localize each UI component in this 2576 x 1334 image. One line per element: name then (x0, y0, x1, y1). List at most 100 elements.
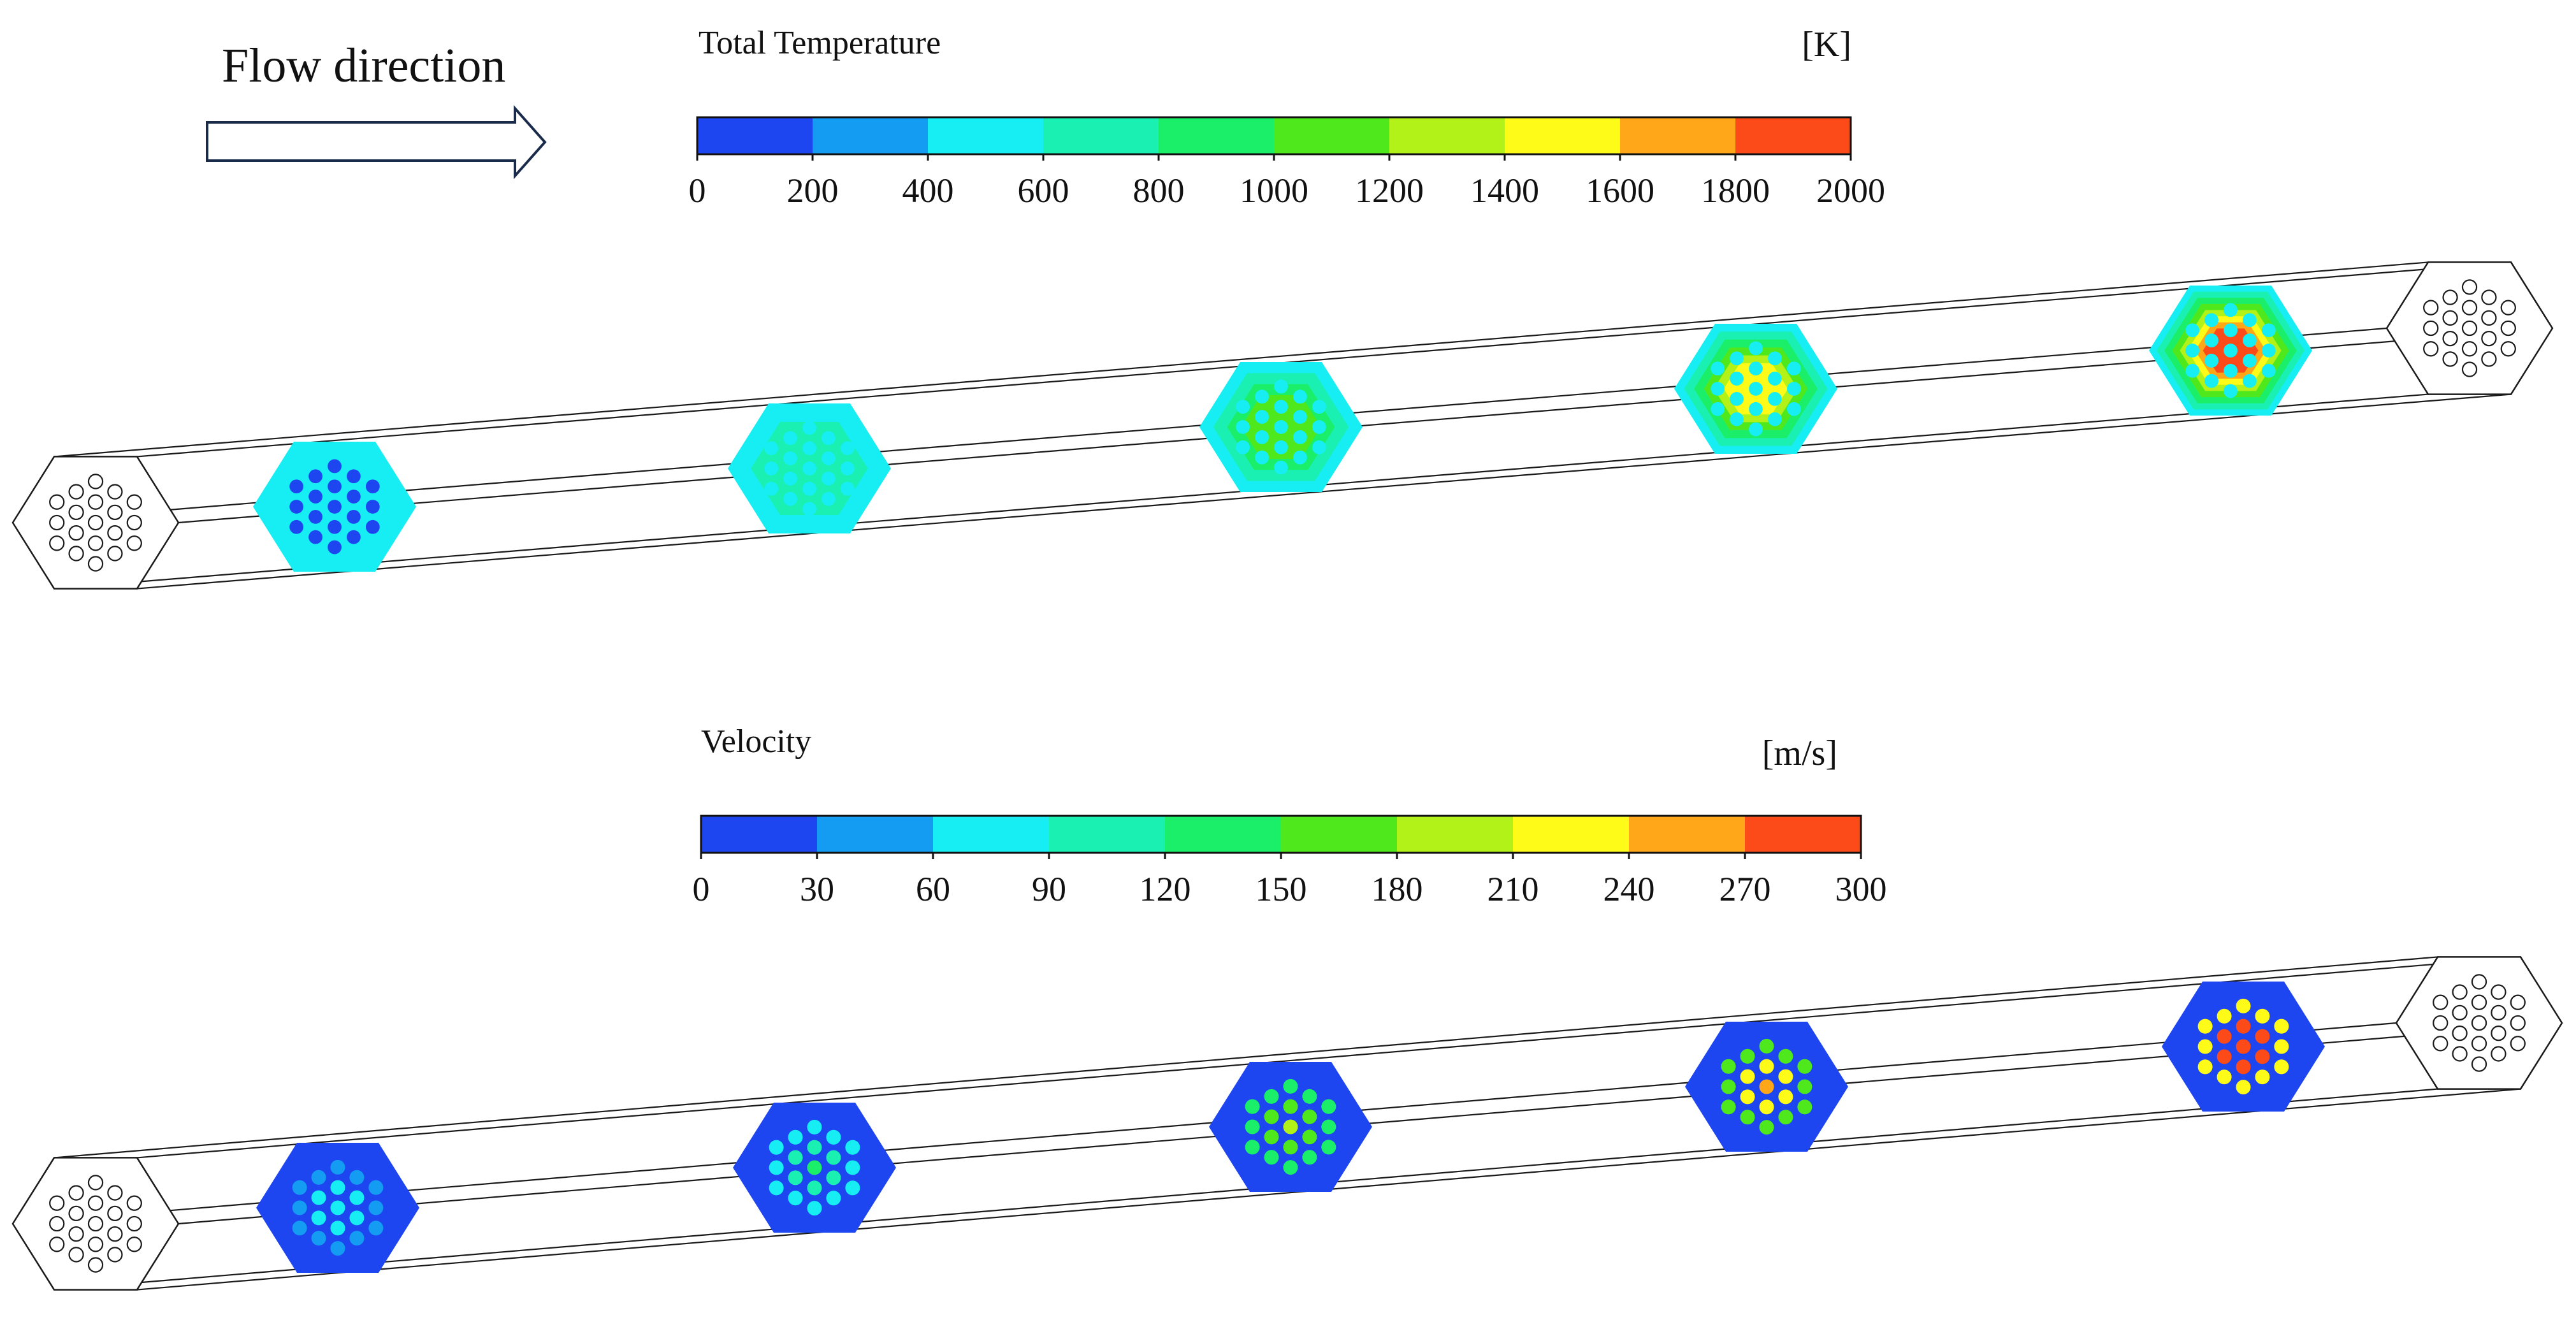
temperature-inlet-hole (68, 525, 84, 541)
temperature-section-hole (1711, 382, 1725, 396)
velocity-outlet-hole (2491, 1025, 2507, 1041)
temperature-inlet-hole (68, 484, 84, 500)
temperature-outlet-hole (2481, 330, 2497, 347)
velocity-section-hole (826, 1129, 841, 1145)
temperature-colorbar-segment (1620, 117, 1736, 154)
temperature-section-hole (347, 489, 361, 504)
temperature-outlet-hole (2461, 320, 2478, 337)
velocity-section-hole (769, 1140, 784, 1155)
velocity-colorbar-tick-label: 120 (1140, 870, 1191, 908)
velocity-section-hole (845, 1160, 860, 1175)
temperature-section-hole (1255, 410, 1269, 424)
velocity-cross-section (1685, 1022, 1848, 1152)
velocity-section-hole (2217, 1029, 2232, 1044)
temperature-section-hole (1255, 430, 1269, 444)
temperature-section-hole (2204, 313, 2218, 328)
temperature-section-hole (2243, 373, 2257, 388)
temperature-section-hole (1293, 450, 1307, 465)
temperature-section-hole (783, 431, 797, 446)
temperature-colorbar-tick-label: 1000 (1240, 171, 1308, 210)
temperature-section-hole (1730, 372, 1744, 386)
velocity-section-hole (1759, 1038, 1774, 1054)
velocity-section-hole (1321, 1119, 1336, 1135)
temperature-outlet-hole (2423, 320, 2439, 337)
temperature-tube (11, 261, 2554, 590)
velocity-section-hole (2197, 1039, 2213, 1054)
velocity-section-hole (1245, 1140, 1260, 1155)
temperature-tube-edge (12, 327, 2387, 524)
temperature-section-hole (1768, 351, 1782, 366)
temperature-colorbar-title: Total Temperature (698, 25, 941, 61)
velocity-section-hole (1264, 1109, 1279, 1124)
velocity-section-hole (311, 1231, 326, 1246)
velocity-section-hole (1740, 1110, 1755, 1125)
velocity-colorbar-segment (1629, 816, 1746, 853)
temperature-section-hole (1236, 440, 1250, 454)
velocity-section-hole (1264, 1150, 1279, 1165)
velocity-section-hole (1721, 1099, 1736, 1115)
temperature-section-hole (1730, 351, 1744, 366)
temperature-section-hole (2261, 323, 2276, 338)
temperature-section-hole (328, 519, 342, 534)
temperature-outlet-hole (2442, 330, 2458, 347)
velocity-section-hole (2236, 1019, 2251, 1034)
velocity-section-hole (330, 1159, 345, 1175)
temperature-colorbar-tick-label: 200 (787, 171, 839, 210)
velocity-inlet-hole (126, 1195, 142, 1211)
velocity-outlet-hole (2471, 974, 2487, 990)
velocity-inlet-hole (87, 1195, 104, 1211)
velocity-section-hole (1721, 1079, 1736, 1094)
temperature-section-hole (2243, 354, 2257, 368)
velocity-colorbar-tick-label: 270 (1719, 870, 1771, 908)
temperature-inlet-hole (107, 504, 123, 521)
temperature-colorbar-segment (697, 117, 813, 154)
temperature-section-hole (328, 459, 342, 474)
velocity-inlet-hole (68, 1247, 84, 1263)
velocity-section-hole (2274, 1059, 2289, 1075)
velocity-outlet-hole (2510, 994, 2526, 1010)
velocity-section-hole (349, 1231, 365, 1246)
temperature-section-hole (1711, 361, 1725, 376)
velocity-outlet-hole (2491, 984, 2507, 1000)
temperature-section-hole (1749, 402, 1763, 416)
velocity-outlet-hole (2510, 1036, 2526, 1052)
velocity-outlet-hole (2452, 1004, 2468, 1021)
velocity-section-hole (845, 1180, 860, 1196)
temperature-inlet-hole (107, 525, 123, 541)
temperature-section-hole (1786, 382, 1801, 396)
temperature-tube-edge (136, 261, 2512, 458)
velocity-section-hole (1759, 1059, 1774, 1074)
temperature-colorbar-segment (1389, 117, 1505, 154)
velocity-inlet-hole (49, 1195, 65, 1211)
velocity-colorbar-title: Velocity (701, 723, 811, 760)
temperature-section-hole (2224, 363, 2238, 378)
temperature-inlet-hole (49, 494, 65, 510)
velocity-section-hole (1759, 1099, 1774, 1115)
temperature-tube-edge (136, 393, 2512, 590)
temperature-section-hole (1749, 422, 1763, 437)
velocity-section-hole (330, 1241, 345, 1256)
temperature-inlet-hole (107, 546, 123, 562)
velocity-section-hole (1740, 1089, 1755, 1105)
temperature-colorbar-tick-label: 400 (902, 171, 954, 210)
temperature-section-hole (821, 491, 836, 506)
temperature-section-hole (1274, 400, 1288, 414)
velocity-section-hole (2217, 1069, 2232, 1085)
temperature-tube-edge (54, 261, 2429, 458)
velocity-section-hole (292, 1200, 307, 1215)
velocity-inlet-hole (126, 1236, 142, 1252)
velocity-section-hole (2236, 1080, 2251, 1095)
temperature-section-hole (764, 461, 779, 475)
velocity-colorbar-segment (701, 816, 818, 853)
temperature-section-hole (802, 441, 816, 456)
velocity-colorbar-segment (1165, 816, 1282, 853)
temperature-outlet-hole (2500, 300, 2516, 315)
velocity-outlet-hole (2491, 1004, 2507, 1021)
velocity-section-hole (2255, 1049, 2270, 1064)
temperature-section-hole (802, 421, 816, 435)
temperature-inlet-hole (68, 504, 84, 521)
velocity-tube (11, 956, 2563, 1291)
temperature-section-hole (764, 481, 779, 496)
temperature-outlet-hole (2461, 300, 2478, 315)
